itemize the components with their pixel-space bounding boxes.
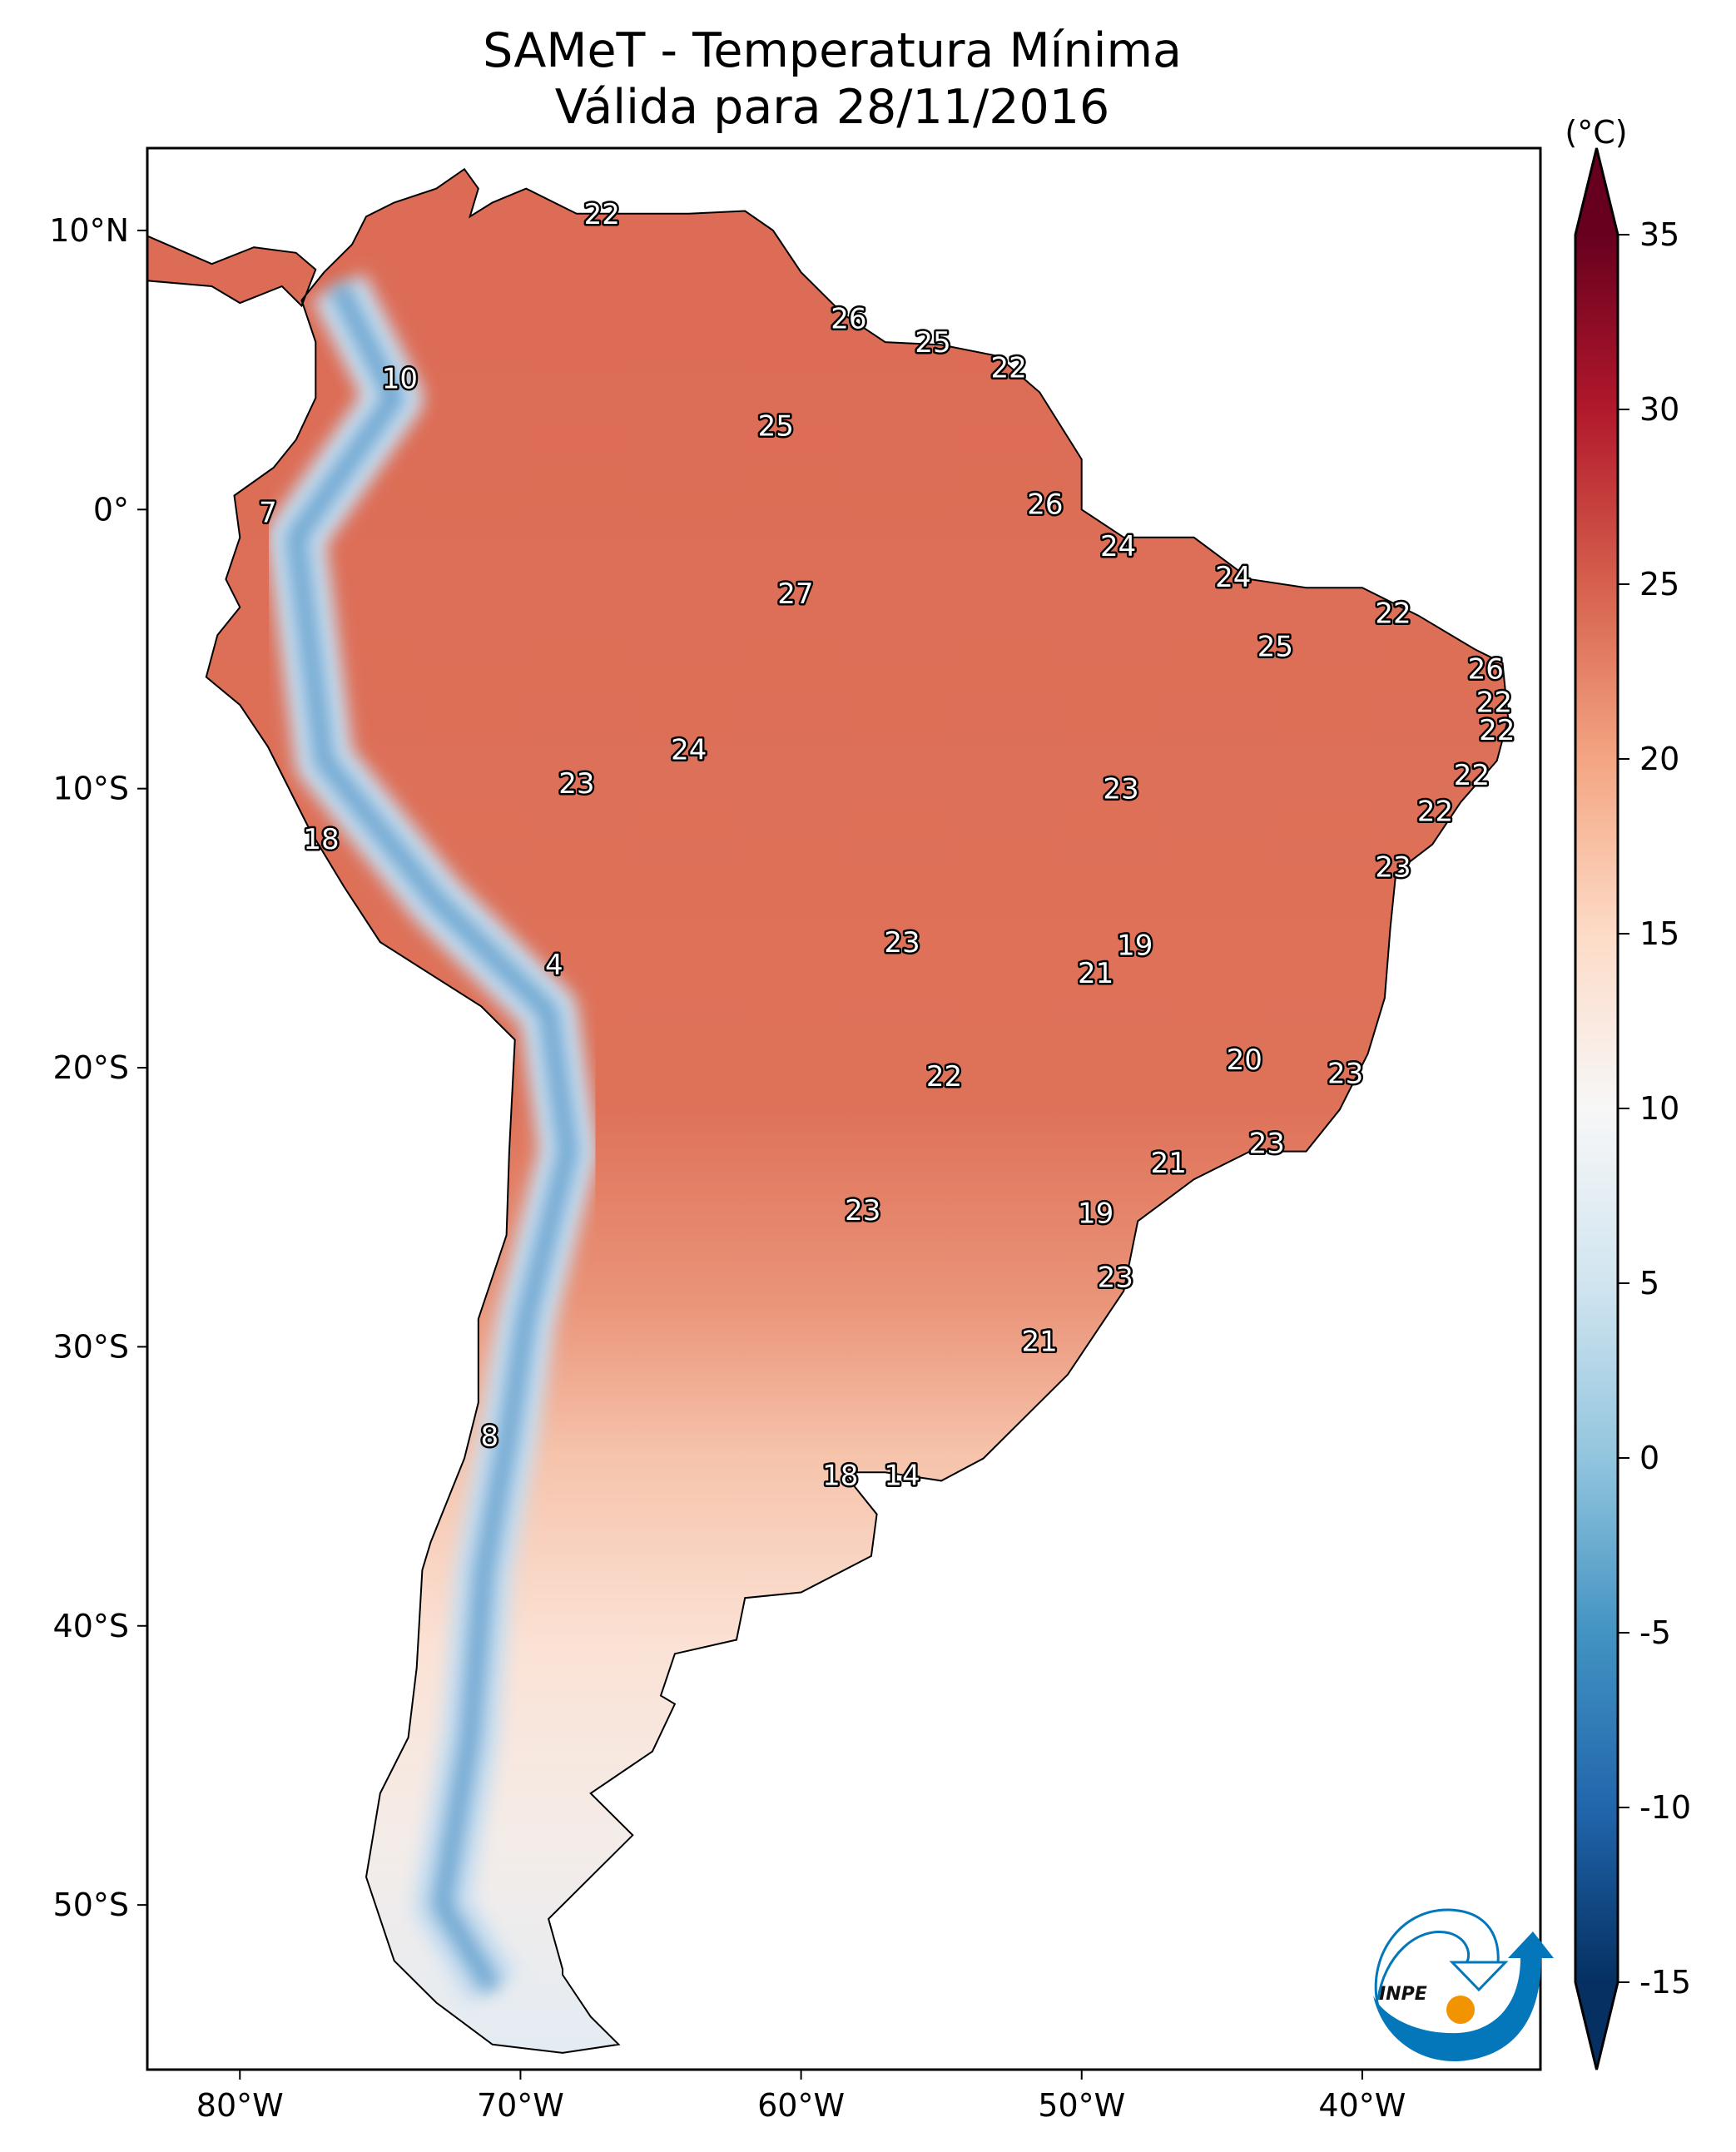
lat-tick-label: 30°S <box>53 1328 129 1365</box>
station-temperature-label: 21 <box>1022 1326 1058 1359</box>
station-temperature-label: 21 <box>1078 957 1114 990</box>
station-temperature-label: 23 <box>845 1194 880 1227</box>
colorbar-unit: (°C) <box>1565 114 1627 151</box>
colorbar-tick-label: 0 <box>1639 1440 1659 1476</box>
colorbar-tick-label: 20 <box>1639 741 1679 777</box>
lat-tick-label: 20°S <box>53 1049 129 1086</box>
station-temperature-label: 18 <box>822 1460 858 1493</box>
station-temperature-label: 23 <box>1103 773 1138 806</box>
andes-cold-core <box>285 281 578 1994</box>
lon-tick-label: 80°W <box>196 2087 284 2124</box>
station-temperature-label: 22 <box>1417 795 1453 828</box>
colorbar-tick-label: 10 <box>1639 1090 1679 1127</box>
colorbar-tick-label: -15 <box>1639 1964 1691 2001</box>
station-temperature-label: 4 <box>545 949 563 982</box>
station-temperature-label: 22 <box>1454 759 1490 792</box>
station-temperature-label: 23 <box>1249 1128 1285 1161</box>
station-temperature-label: 23 <box>558 767 594 801</box>
lon-tick-label: 40°W <box>1318 2087 1406 2124</box>
logo-text: INPE <box>1379 1984 1427 2005</box>
station-temperature-label: 14 <box>884 1460 920 1493</box>
station-temperature-label: 24 <box>1215 561 1251 594</box>
station-temperature-label: 19 <box>1117 929 1153 962</box>
lon-tick-label: 60°W <box>757 2087 845 2124</box>
lat-tick-label: 10°S <box>53 771 129 807</box>
colorbar-gradient <box>1575 235 1618 1982</box>
station-temperature-label: 20 <box>1227 1044 1262 1077</box>
lat-tick-label: 40°S <box>53 1608 129 1644</box>
map-frame <box>146 146 1542 2071</box>
station-temperature-label: 8 <box>481 1421 499 1454</box>
colorbar-max-extend <box>1575 148 1618 235</box>
colorbar-tick-label: -5 <box>1639 1614 1671 1651</box>
station-temperature-label: 21 <box>1151 1147 1187 1180</box>
colorbar-tick-label: -10 <box>1639 1789 1691 1826</box>
station-temperature-label: 25 <box>758 410 794 444</box>
inpe-logo: INPE <box>1373 1908 1554 2062</box>
station-temperature-label: 27 <box>777 578 813 611</box>
station-temperature-label: 24 <box>671 734 707 767</box>
station-temperature-label: 10 <box>382 363 418 396</box>
station-temperature-label: 22 <box>1375 597 1411 630</box>
station-temperature-label: 23 <box>884 926 920 959</box>
lon-tick-label: 50°W <box>1038 2087 1125 2124</box>
colorbar-min-extend <box>1575 1982 1618 2070</box>
map-axes: 80°W 70°W 60°W 50°W 40°W 10°N 0° 10°S 20°S 30°S 40… <box>49 212 1406 2124</box>
coastline <box>146 167 1510 2054</box>
colorbar-tick-label: 15 <box>1639 915 1679 952</box>
title-line-1: SAMeT - Temperatura Mínima <box>483 23 1182 78</box>
lat-tick-label: 10°N <box>49 212 129 249</box>
station-temperature-label: 19 <box>1078 1197 1114 1230</box>
station-temperature-label: 22 <box>1476 687 1512 720</box>
colorbar-tick-label: 30 <box>1639 391 1679 428</box>
station-temperature-label: 26 <box>831 303 866 336</box>
station-temperature-label: 25 <box>1257 631 1293 664</box>
station-temperature-label: 23 <box>1375 851 1411 885</box>
station-temperature-label: 25 <box>915 326 950 359</box>
station-temperature-label: 7 <box>259 497 277 530</box>
station-temperature-label: 22 <box>926 1060 962 1093</box>
station-temperature-label: 26 <box>1468 652 1504 686</box>
station-temperature-label: 18 <box>303 823 339 856</box>
station-temperature-label: 22 <box>990 351 1026 384</box>
title-line-2: Válida para 28/11/2016 <box>555 80 1110 135</box>
colorbar-tick-label: 5 <box>1639 1265 1659 1302</box>
station-temperature-label: 26 <box>1027 488 1063 522</box>
colorbar: (°C) 35 30 25 20 15 10 5 0 -5 -10 -15 <box>1565 114 1691 2070</box>
lat-tick-label: 0° <box>93 491 129 528</box>
station-temperature-label: 22 <box>1479 714 1515 747</box>
station-temperature-label: 23 <box>1327 1058 1363 1091</box>
colorbar-tick-label: 25 <box>1639 566 1679 602</box>
station-temperature-label: 24 <box>1100 530 1136 563</box>
lat-tick-label: 50°S <box>53 1887 129 1923</box>
colorbar-tick-label: 35 <box>1639 216 1679 253</box>
station-temperature-label: 22 <box>584 198 620 231</box>
figure-title: SAMeT - Temperatura Mínima Válida para 2… <box>483 23 1182 135</box>
lon-tick-label: 70°W <box>477 2087 564 2124</box>
station-temperature-label: 23 <box>1098 1262 1133 1295</box>
